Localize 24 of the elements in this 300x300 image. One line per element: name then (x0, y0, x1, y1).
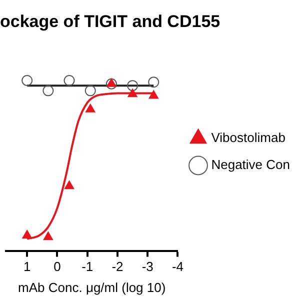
point (42, 85, 54, 96)
point (64, 74, 75, 86)
x-tick-label: -2 (112, 259, 124, 274)
point (127, 80, 138, 92)
point (106, 78, 116, 87)
x-axis-title: mAb Conc. μg/ml (log 10) (18, 280, 166, 295)
x-tick-label: 0 (54, 259, 61, 274)
point (148, 76, 160, 88)
legend-label: Vibostolimab (211, 130, 286, 146)
chart-title: ockage of TIGIT and CD155 (0, 12, 220, 31)
point (86, 104, 96, 112)
legend-label: Negative Con (211, 157, 290, 172)
point (128, 88, 138, 98)
x-tick-label: -3 (142, 259, 154, 274)
point (84, 85, 96, 96)
point (43, 232, 54, 240)
point (64, 180, 74, 190)
point (22, 74, 33, 86)
x-tick-label: -4 (172, 259, 184, 274)
point (22, 230, 32, 238)
point (148, 90, 158, 99)
x-tick-label: 1 (23, 259, 31, 274)
point (106, 78, 117, 90)
x-tick-label: -1 (82, 259, 94, 274)
